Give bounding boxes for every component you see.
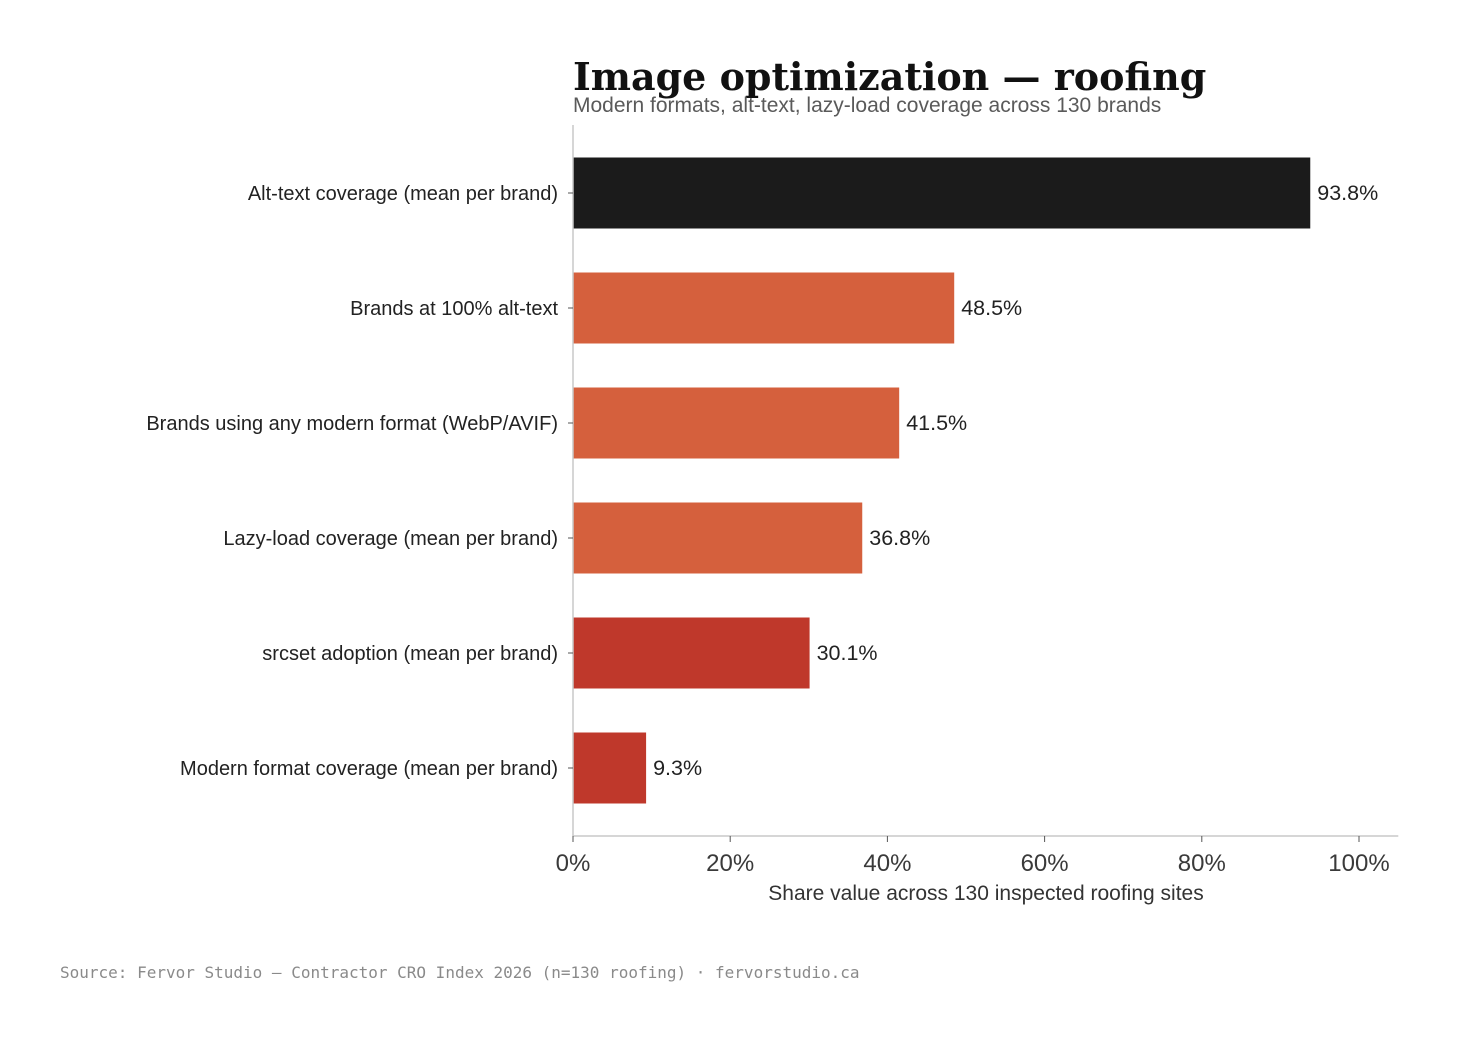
bar: [573, 157, 1311, 229]
category-label: Alt-text coverage (mean per brand): [248, 183, 558, 205]
x-tick-label: 100%: [1328, 850, 1389, 877]
x-tick-label: 0%: [556, 850, 591, 877]
bar: [573, 617, 810, 689]
value-label: 48.5%: [961, 296, 1022, 320]
x-tick-label: 20%: [706, 850, 754, 877]
x-axis: 0% 20% 40% 60% 80% 100%: [556, 125, 1399, 877]
source-note: Source: Fervor Studio — Contractor CRO I…: [60, 963, 860, 982]
bar: [573, 732, 647, 804]
chart-title: Image optimization — roofing: [573, 54, 1206, 99]
bar: [573, 272, 955, 344]
value-label: 36.8%: [869, 526, 930, 550]
category-label: Lazy-load coverage (mean per brand): [223, 528, 558, 550]
value-label: 93.8%: [1317, 181, 1378, 205]
value-labels-group: 93.8% 48.5% 41.5% 36.8% 30.1% 9.3%: [653, 181, 1378, 780]
x-tick-label: 40%: [863, 850, 911, 877]
x-axis-title: Share value across 130 inspected roofing…: [768, 882, 1203, 905]
value-label: 9.3%: [653, 756, 702, 780]
category-label: Brands using any modern format (WebP/AVI…: [146, 413, 558, 435]
category-label: Modern format coverage (mean per brand): [180, 758, 558, 780]
value-label: 41.5%: [906, 411, 967, 435]
category-label: Brands at 100% alt-text: [350, 298, 558, 320]
category-labels-group: Alt-text coverage (mean per brand) Brands…: [146, 183, 558, 780]
value-label: 30.1%: [817, 641, 878, 665]
bars-group: [573, 157, 1311, 804]
bar: [573, 387, 900, 459]
bar: [573, 502, 863, 574]
x-tick-label: 60%: [1021, 850, 1069, 877]
chart-subtitle: Modern formats, alt-text, lazy-load cove…: [573, 94, 1161, 117]
x-tick-label: 80%: [1178, 850, 1226, 877]
category-label: srcset adoption (mean per brand): [262, 643, 558, 665]
